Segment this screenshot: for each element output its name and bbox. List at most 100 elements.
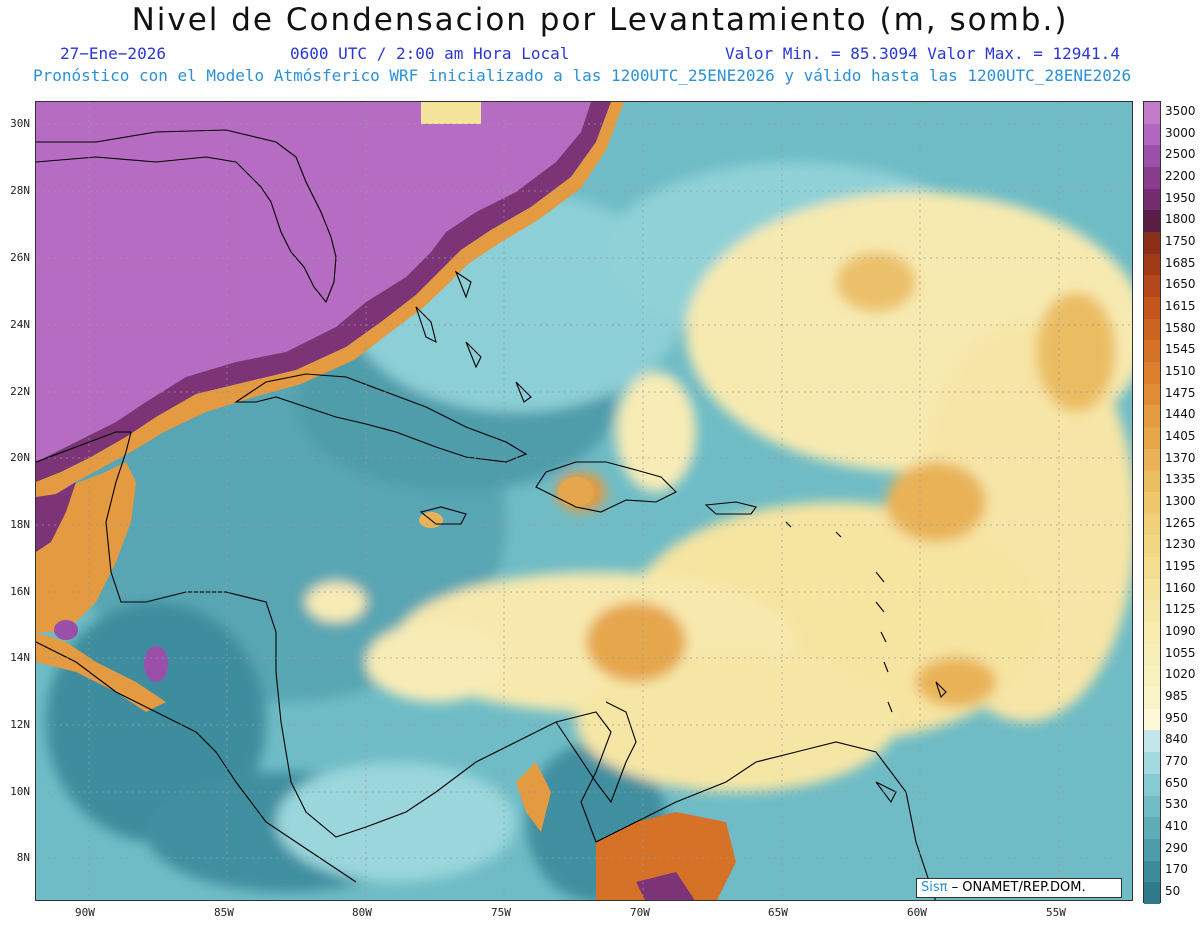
x-tick-label: 65W [768, 906, 788, 919]
colorbar-swatch [1144, 123, 1160, 146]
colorbar-swatch [1144, 795, 1160, 818]
colorbar-level-label: 1800 [1165, 212, 1196, 227]
time-label: 0600 UTC / 2:00 am Hora Local [290, 44, 570, 63]
y-tick-label: 12N [10, 718, 30, 731]
date-label: 27−Ene−2026 [60, 44, 166, 63]
y-tick-label: 26N [10, 251, 30, 264]
y-tick-label: 14N [10, 651, 30, 664]
colorbar-level-label: 1090 [1165, 624, 1196, 639]
y-tick-label: 8N [16, 851, 30, 864]
x-tick-label: 90W [75, 906, 95, 919]
colorbar-swatch [1144, 513, 1160, 536]
colorbar-swatch [1144, 427, 1160, 449]
colorbar-swatch [1144, 600, 1160, 623]
colorbar-level-label: 410 [1165, 819, 1188, 834]
model-info-line: Pronóstico con el Modelo Atmósferico WRF… [33, 66, 1132, 85]
colorbar-swatch [1144, 622, 1160, 644]
colorbar-swatch [1144, 838, 1160, 861]
colorbar-level-label: 770 [1165, 754, 1188, 769]
colorbar-level-label: 1370 [1165, 450, 1196, 465]
colorbar-level-label: 950 [1165, 710, 1188, 725]
colorbar-level-label: 2500 [1165, 147, 1196, 162]
colorbar-level-label: 1020 [1165, 667, 1196, 682]
colorbar-swatch [1144, 730, 1160, 753]
colorbar-level-label: 1405 [1165, 428, 1196, 443]
colorbar-level-label: 1335 [1165, 472, 1196, 487]
x-tick-label: 55W [1046, 906, 1066, 919]
colorbar-swatch [1144, 860, 1160, 883]
colorbar-swatch [1144, 882, 1160, 904]
y-tick-label: 22N [10, 385, 30, 398]
colorbar-swatch [1144, 145, 1160, 168]
colorbar-swatch [1144, 362, 1160, 384]
colorbar-level-label: 1615 [1165, 298, 1196, 313]
colorbar-swatch [1144, 665, 1160, 688]
credit-org: – ONAMET/REP.DOM. [947, 880, 1086, 895]
colorbar-level-label: 650 [1165, 775, 1188, 790]
colorbar-swatch [1144, 535, 1160, 558]
x-tick-label: 60W [907, 906, 927, 919]
colorbar-level-label: 170 [1165, 862, 1188, 877]
map-plot-area [35, 101, 1133, 901]
colorbar-swatch [1144, 253, 1160, 276]
colorbar-level-label: 1650 [1165, 277, 1196, 292]
x-tick-label: 85W [214, 906, 234, 919]
colorbar-swatch [1144, 752, 1160, 774]
colorbar-swatch [1144, 557, 1160, 579]
colorbar-swatch [1144, 210, 1160, 233]
colorbar-swatch [1144, 470, 1160, 493]
colorbar [1143, 101, 1161, 904]
colorbar-level-label: 3000 [1165, 125, 1196, 140]
colorbar-level-label: 1580 [1165, 320, 1196, 335]
colorbar-level-label: 530 [1165, 797, 1188, 812]
colorbar-swatch [1144, 340, 1160, 363]
x-tick-label: 70W [630, 906, 650, 919]
y-tick-label: 30N [10, 117, 30, 130]
colorbar-swatch [1144, 167, 1160, 189]
colorbar-swatch [1144, 383, 1160, 406]
colorbar-level-label: 985 [1165, 689, 1188, 704]
colorbar-swatch [1144, 643, 1160, 666]
colorbar-level-label: 1125 [1165, 602, 1196, 617]
colorbar-swatch [1144, 687, 1160, 709]
colorbar-swatch [1144, 773, 1160, 796]
colorbar-swatch [1144, 708, 1160, 731]
colorbar-level-label: 1055 [1165, 645, 1196, 660]
chart-title: Nivel de Condensacion por Levantamiento … [131, 2, 1069, 38]
y-tick-label: 18N [10, 518, 30, 531]
colorbar-level-label: 1160 [1165, 580, 1196, 595]
colorbar-level-label: 1750 [1165, 233, 1196, 248]
colorbar-swatch [1144, 492, 1160, 514]
colorbar-swatch [1144, 232, 1160, 254]
colorbar-level-label: 1440 [1165, 407, 1196, 422]
colorbar-swatch [1144, 275, 1160, 298]
colorbar-swatch [1144, 297, 1160, 319]
colorbar-swatch [1144, 817, 1160, 839]
colorbar-swatch [1144, 318, 1160, 341]
y-tick-label: 10N [10, 785, 30, 798]
colorbar-level-label: 1545 [1165, 342, 1196, 357]
colorbar-level-label: 1475 [1165, 385, 1196, 400]
colorbar-level-label: 1195 [1165, 559, 1196, 574]
colorbar-level-label: 1950 [1165, 190, 1196, 205]
colorbar-swatch [1144, 405, 1160, 428]
colorbar-level-label: 840 [1165, 732, 1188, 747]
y-tick-label: 20N [10, 451, 30, 464]
colorbar-swatch [1144, 188, 1160, 211]
sispi-logo-text: Sisπ [921, 880, 948, 895]
colorbar-swatch [1144, 578, 1160, 601]
colorbar-level-label: 1685 [1165, 255, 1196, 270]
y-tick-label: 16N [10, 585, 30, 598]
min-max-label: Valor Min. = 85.3094 Valor Max. = 12941.… [725, 44, 1120, 63]
colorbar-level-label: 1230 [1165, 537, 1196, 552]
colorbar-swatch [1144, 102, 1160, 124]
colorbar-swatch [1144, 448, 1160, 471]
colorbar-level-label: 1265 [1165, 515, 1196, 530]
credit-box: Sisπ – ONAMET/REP.DOM. [916, 878, 1122, 898]
x-tick-label: 75W [491, 906, 511, 919]
lcl-field-map [36, 102, 1132, 900]
x-tick-label: 80W [352, 906, 372, 919]
colorbar-level-label: 2200 [1165, 168, 1196, 183]
y-tick-label: 28N [10, 184, 30, 197]
y-tick-label: 24N [10, 318, 30, 331]
